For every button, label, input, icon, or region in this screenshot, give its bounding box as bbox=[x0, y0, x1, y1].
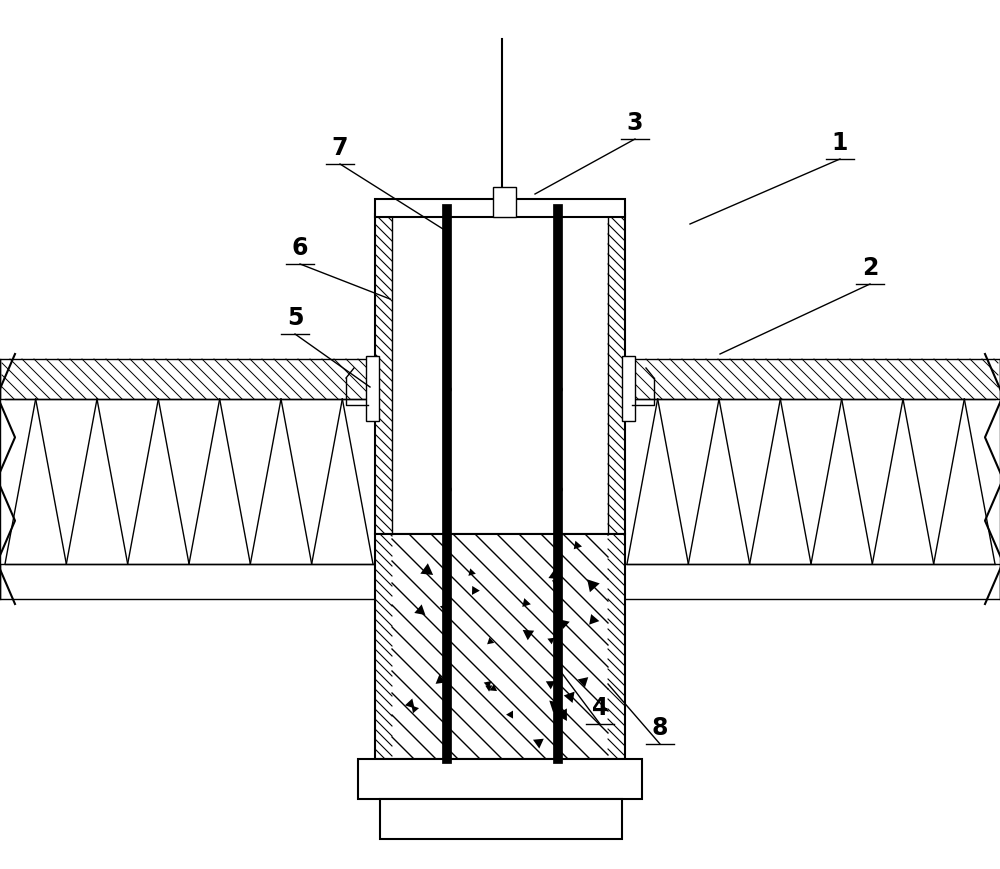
Polygon shape bbox=[548, 570, 558, 580]
Polygon shape bbox=[468, 568, 476, 576]
Polygon shape bbox=[485, 686, 492, 692]
Polygon shape bbox=[506, 711, 513, 719]
Polygon shape bbox=[414, 605, 425, 615]
Text: 3: 3 bbox=[627, 111, 643, 135]
Polygon shape bbox=[420, 564, 433, 575]
Text: 2: 2 bbox=[862, 255, 878, 280]
Polygon shape bbox=[574, 541, 582, 550]
Polygon shape bbox=[440, 603, 451, 615]
Polygon shape bbox=[436, 674, 446, 684]
Polygon shape bbox=[484, 681, 491, 689]
Polygon shape bbox=[556, 708, 567, 721]
Polygon shape bbox=[578, 677, 588, 687]
Polygon shape bbox=[549, 700, 561, 713]
Text: 6: 6 bbox=[292, 235, 308, 260]
Text: 5: 5 bbox=[287, 306, 303, 329]
Bar bbox=[375, 215, 625, 534]
Text: 4: 4 bbox=[592, 695, 608, 720]
Bar bbox=[622, 356, 635, 421]
Text: 8: 8 bbox=[652, 715, 668, 740]
Polygon shape bbox=[487, 638, 494, 645]
Polygon shape bbox=[412, 706, 419, 713]
Bar bbox=[380, 799, 622, 839]
Bar bbox=[358, 760, 642, 799]
Polygon shape bbox=[490, 685, 497, 691]
Polygon shape bbox=[552, 580, 560, 588]
Bar bbox=[0, 564, 1000, 600]
Polygon shape bbox=[472, 587, 480, 595]
Polygon shape bbox=[560, 620, 570, 629]
Polygon shape bbox=[564, 692, 575, 703]
Polygon shape bbox=[405, 699, 415, 708]
Polygon shape bbox=[522, 599, 531, 607]
Polygon shape bbox=[523, 630, 534, 640]
Text: 1: 1 bbox=[832, 131, 848, 155]
Text: 7: 7 bbox=[332, 136, 348, 160]
Bar bbox=[0, 360, 1000, 400]
Polygon shape bbox=[587, 580, 600, 593]
Polygon shape bbox=[533, 739, 544, 749]
Bar bbox=[366, 356, 379, 421]
Bar bbox=[375, 200, 625, 218]
Polygon shape bbox=[547, 638, 554, 645]
Polygon shape bbox=[546, 681, 555, 690]
Polygon shape bbox=[589, 614, 599, 625]
Bar bbox=[493, 188, 516, 218]
Bar bbox=[375, 534, 625, 760]
